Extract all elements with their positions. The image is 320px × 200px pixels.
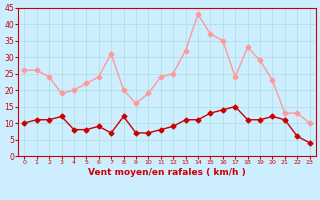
X-axis label: Vent moyen/en rafales ( km/h ): Vent moyen/en rafales ( km/h )	[88, 168, 246, 177]
